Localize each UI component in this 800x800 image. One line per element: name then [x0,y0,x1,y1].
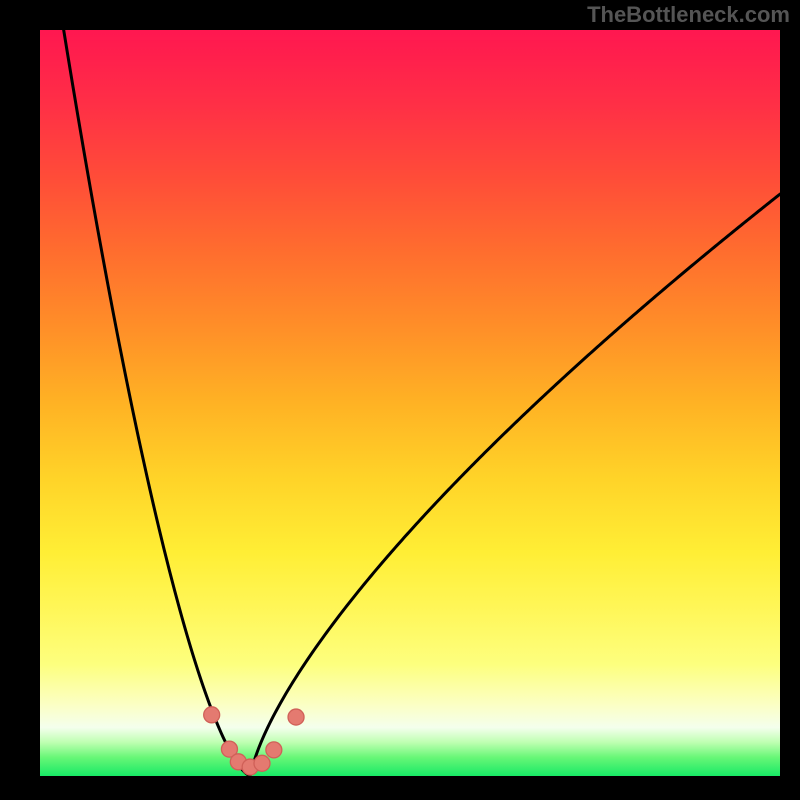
data-marker [204,707,220,723]
data-marker [266,742,282,758]
data-marker [254,755,270,771]
chart-container: TheBottleneck.com [0,0,800,800]
watermark-text: TheBottleneck.com [587,2,790,28]
plot-background [40,30,780,776]
bottleneck-chart [0,0,800,800]
data-marker [288,709,304,725]
